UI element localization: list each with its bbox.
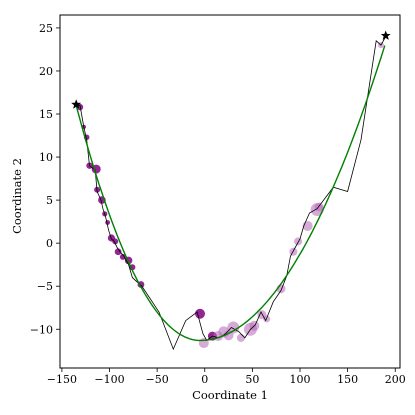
data-point-12: [119, 253, 126, 260]
x-axis-label: Coordinate 1: [192, 388, 268, 402]
y-tick-label-0: 0: [46, 237, 53, 250]
x-tick-label--50: −50: [146, 373, 169, 386]
y-tick-label-15: 15: [39, 108, 53, 121]
data-point-30: [294, 237, 303, 246]
y-axis-label: Coordinate 2: [10, 158, 24, 234]
plot-area: [71, 30, 391, 351]
y-tick-label--10: −10: [30, 323, 53, 336]
data-point-11: [114, 248, 122, 256]
x-tick-label--100: −100: [94, 373, 124, 386]
plot-content: [71, 30, 391, 351]
x-tick-label--150: −150: [47, 373, 77, 386]
data-point-10: [112, 238, 119, 245]
fit-curve: [75, 45, 386, 342]
y-tick-label-25: 25: [39, 22, 53, 35]
y-tick-label--5: −5: [37, 280, 53, 293]
x-tick-label-0: 0: [201, 373, 208, 386]
endpoint-star-0: [71, 99, 82, 109]
data-point-29: [289, 247, 298, 256]
endpoint-star-1: [380, 30, 391, 40]
y-tick-label-20: 20: [39, 65, 53, 78]
y-tick-label-10: 10: [39, 151, 53, 164]
x-tick-label-50: 50: [245, 373, 259, 386]
y-tick-label-5: 5: [46, 194, 53, 207]
data-point-16: [195, 308, 205, 319]
x-tick-label-100: 100: [290, 373, 311, 386]
axes-frame: [59, 14, 401, 369]
x-tick-label-200: 200: [385, 373, 406, 386]
data-point-23: [236, 333, 245, 342]
x-tick-label-150: 150: [337, 373, 358, 386]
